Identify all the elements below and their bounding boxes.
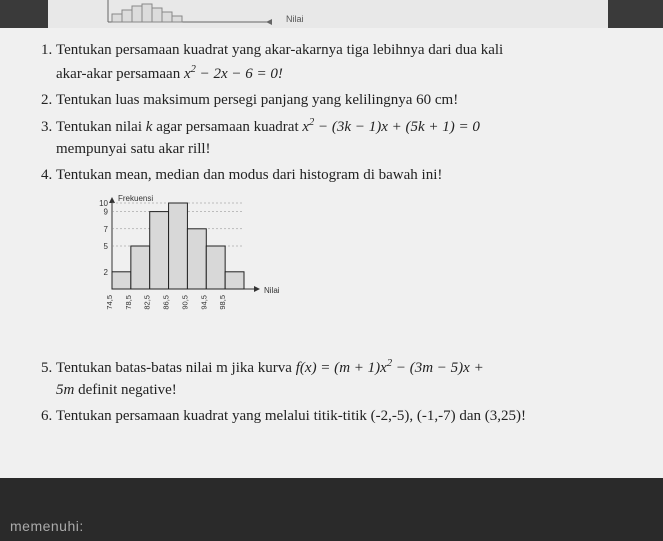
svg-text:82,5: 82,5 — [143, 295, 152, 310]
svg-text:74,5: 74,5 — [105, 295, 114, 310]
q1-text-b: akar-akar persamaan — [56, 66, 184, 82]
svg-text:78,5: 78,5 — [124, 295, 133, 310]
histogram-chart: Frekuensi 2 5 7 910 74,5 78,5 82,5 86,5 90,5 94,5 9… — [84, 191, 635, 349]
q1-text-a: Tentukan persamaan kuadrat yang akar-aka… — [56, 42, 503, 58]
footer-dark-bar — [0, 478, 663, 541]
svg-text:90,5: 90,5 — [180, 295, 189, 310]
svg-text:98,5: 98,5 — [218, 295, 227, 310]
top-dark-strip: Nilai — [0, 0, 663, 28]
svg-text:86,5: 86,5 — [162, 295, 171, 310]
q6-text: Tentukan persamaan kuadrat yang melalui … — [56, 408, 526, 424]
top-thumb-label: Nilai — [286, 14, 304, 24]
q3-text-a: Tentukan nilai — [56, 119, 146, 135]
histogram-svg: Frekuensi 2 5 7 910 74,5 78,5 82,5 86,5 90,5 94,5 9… — [84, 191, 294, 341]
q5-text-c: definit negative! — [74, 382, 176, 398]
question-1: Tentukan persamaan kuadrat yang akar-aka… — [56, 40, 635, 86]
q3-text-c: mempunyai satu akar rill! — [56, 141, 211, 157]
footer-text: memenuhi: — [10, 518, 84, 534]
q2-text: Tentukan luas maksimum persegi panjang y… — [56, 92, 458, 108]
question-6: Tentukan persamaan kuadrat yang melalui … — [56, 406, 635, 428]
q5-equation: f(x) = (m + 1)x2 − (3m − 5)x + — [296, 360, 484, 376]
svg-text:7: 7 — [104, 224, 109, 233]
svg-text:5: 5 — [104, 242, 109, 251]
svg-text:2: 2 — [104, 267, 109, 276]
document-page: Tentukan persamaan kuadrat yang akar-aka… — [0, 28, 663, 478]
q5-text-a: Tentukan batas-batas nilai m jika kurva — [56, 360, 296, 376]
q3-equation: x2 − (3k − 1)x + (5k + 1) = 0 — [302, 119, 480, 135]
question-3: Tentukan nilai k agar persamaan kuadrat … — [56, 115, 635, 161]
question-2: Tentukan luas maksimum persegi panjang y… — [56, 90, 635, 112]
q4-text: Tentukan mean, median dan modus dari his… — [56, 167, 442, 183]
svg-text:9: 9 — [104, 207, 109, 216]
q5-b: 5m — [56, 382, 74, 398]
top-thumbnail: Nilai — [48, 0, 608, 28]
top-thumb-chart: Nilai — [48, 0, 608, 28]
q1-equation: x2 − 2x − 6 = 0! — [184, 66, 283, 82]
svg-text:94,5: 94,5 — [199, 295, 208, 310]
svg-text:Frekuensi: Frekuensi — [118, 194, 153, 203]
question-list: Tentukan persamaan kuadrat yang akar-aka… — [28, 40, 635, 428]
svg-text:10: 10 — [99, 199, 108, 208]
question-5: Tentukan batas-batas nilai m jika kurva … — [56, 356, 635, 402]
question-4: Tentukan mean, median dan modus dari his… — [56, 165, 635, 349]
svg-text:Nilai: Nilai — [264, 286, 280, 295]
q3-text-b: agar persamaan kuadrat — [152, 119, 302, 135]
